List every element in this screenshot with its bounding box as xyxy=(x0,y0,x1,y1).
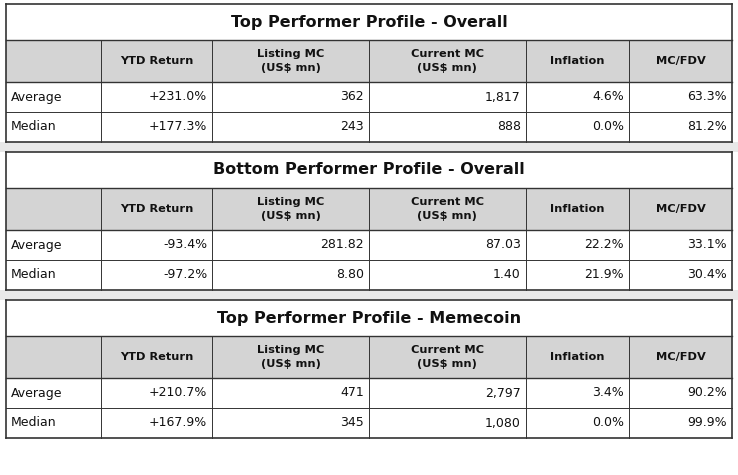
Text: Average: Average xyxy=(11,91,63,104)
Bar xyxy=(6,378,732,408)
Bar xyxy=(6,300,732,336)
Text: 0.0%: 0.0% xyxy=(592,417,624,429)
Text: Inflation: Inflation xyxy=(550,204,604,214)
Bar xyxy=(6,152,732,188)
Text: YTD Return: YTD Return xyxy=(120,56,193,66)
Text: Median: Median xyxy=(11,121,57,133)
Text: +167.9%: +167.9% xyxy=(149,417,207,429)
Bar xyxy=(6,260,732,290)
Text: Inflation: Inflation xyxy=(550,352,604,362)
Text: Current MC
(US$ mn): Current MC (US$ mn) xyxy=(411,345,484,369)
Bar xyxy=(6,230,732,260)
Text: Top Performer Profile - Overall: Top Performer Profile - Overall xyxy=(230,15,508,29)
Text: Median: Median xyxy=(11,268,57,282)
Bar xyxy=(0,290,738,300)
Text: 30.4%: 30.4% xyxy=(687,268,727,282)
Text: Median: Median xyxy=(11,417,57,429)
Text: Average: Average xyxy=(11,387,63,399)
Text: MC/FDV: MC/FDV xyxy=(655,352,706,362)
Text: Average: Average xyxy=(11,238,63,251)
Bar xyxy=(6,82,732,112)
Bar xyxy=(6,40,732,82)
Text: 21.9%: 21.9% xyxy=(584,268,624,282)
Text: Current MC
(US$ mn): Current MC (US$ mn) xyxy=(411,198,484,220)
Text: 63.3%: 63.3% xyxy=(687,91,727,104)
Bar xyxy=(6,4,732,40)
Text: 4.6%: 4.6% xyxy=(592,91,624,104)
Text: 243: 243 xyxy=(340,121,364,133)
Text: 81.2%: 81.2% xyxy=(687,121,727,133)
Text: MC/FDV: MC/FDV xyxy=(655,56,706,66)
Text: YTD Return: YTD Return xyxy=(120,352,193,362)
Text: 345: 345 xyxy=(340,417,364,429)
Text: 471: 471 xyxy=(340,387,364,399)
Text: 0.0%: 0.0% xyxy=(592,121,624,133)
Text: Listing MC
(US$ mn): Listing MC (US$ mn) xyxy=(257,345,324,369)
Text: 22.2%: 22.2% xyxy=(584,238,624,251)
Text: Top Performer Profile - Memecoin: Top Performer Profile - Memecoin xyxy=(217,311,521,325)
Text: -93.4%: -93.4% xyxy=(163,238,207,251)
Text: 90.2%: 90.2% xyxy=(687,387,727,399)
Text: Listing MC
(US$ mn): Listing MC (US$ mn) xyxy=(257,49,324,73)
Text: +177.3%: +177.3% xyxy=(149,121,207,133)
Bar xyxy=(6,408,732,438)
Text: 1,817: 1,817 xyxy=(485,91,521,104)
Bar xyxy=(6,336,732,378)
Bar xyxy=(0,142,738,152)
Text: 1,080: 1,080 xyxy=(485,417,521,429)
Text: YTD Return: YTD Return xyxy=(120,204,193,214)
Text: 3.4%: 3.4% xyxy=(592,387,624,399)
Text: Bottom Performer Profile - Overall: Bottom Performer Profile - Overall xyxy=(213,162,525,178)
Text: MC/FDV: MC/FDV xyxy=(655,204,706,214)
Text: 888: 888 xyxy=(497,121,521,133)
Text: 2,797: 2,797 xyxy=(485,387,521,399)
Text: 281.82: 281.82 xyxy=(320,238,364,251)
Text: 362: 362 xyxy=(340,91,364,104)
Text: 87.03: 87.03 xyxy=(485,238,521,251)
Text: Inflation: Inflation xyxy=(550,56,604,66)
Text: -97.2%: -97.2% xyxy=(163,268,207,282)
Bar xyxy=(6,112,732,142)
Text: Listing MC
(US$ mn): Listing MC (US$ mn) xyxy=(257,198,324,220)
Text: 99.9%: 99.9% xyxy=(687,417,727,429)
Text: 8.80: 8.80 xyxy=(336,268,364,282)
Text: +210.7%: +210.7% xyxy=(149,387,207,399)
Text: Current MC
(US$ mn): Current MC (US$ mn) xyxy=(411,49,484,73)
Text: 1.40: 1.40 xyxy=(493,268,521,282)
Bar xyxy=(6,188,732,230)
Text: 33.1%: 33.1% xyxy=(687,238,727,251)
Text: +231.0%: +231.0% xyxy=(149,91,207,104)
